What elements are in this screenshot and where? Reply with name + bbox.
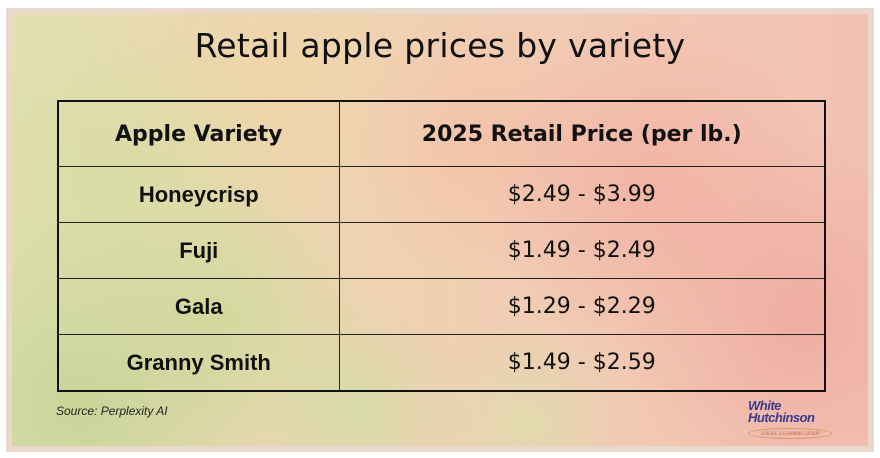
price-cell: $1.49 - $2.49 <box>338 222 826 279</box>
header-variety: Apple Variety <box>57 100 340 167</box>
header-price: 2025 Retail Price (per lb.) <box>338 100 826 167</box>
variety-cell: Granny Smith <box>57 334 340 392</box>
variety-cell: Fuji <box>57 222 340 279</box>
variety-cell: Honeycrisp <box>57 166 340 223</box>
table-row: Honeycrisp $2.49 - $3.99 <box>57 166 826 223</box>
table-row: Granny Smith $1.49 - $2.59 <box>57 334 826 392</box>
table-row: Gala $1.29 - $2.29 <box>57 278 826 335</box>
logo-line1: White <box>748 398 781 413</box>
variety-cell: Gala <box>57 278 340 335</box>
white-hutchinson-logo: White Hutchinson LEISURE & LEARNING GROU… <box>748 398 832 440</box>
page-title: Retail apple prices by variety <box>194 26 686 65</box>
table-header-row: Apple Variety 2025 Retail Price (per lb.… <box>57 100 826 167</box>
logo-line2: Hutchinson <box>748 410 815 425</box>
logo-tagline: LEISURE & LEARNING GROUP <box>748 428 832 439</box>
table-row: Fuji $1.49 - $2.49 <box>57 222 826 279</box>
price-cell: $2.49 - $3.99 <box>338 166 826 223</box>
price-cell: $1.29 - $2.29 <box>338 278 826 335</box>
price-table: Apple Variety 2025 Retail Price (per lb.… <box>57 100 826 392</box>
price-cell: $1.49 - $2.59 <box>338 334 826 392</box>
source-note: Source: Perplexity AI <box>56 404 168 418</box>
